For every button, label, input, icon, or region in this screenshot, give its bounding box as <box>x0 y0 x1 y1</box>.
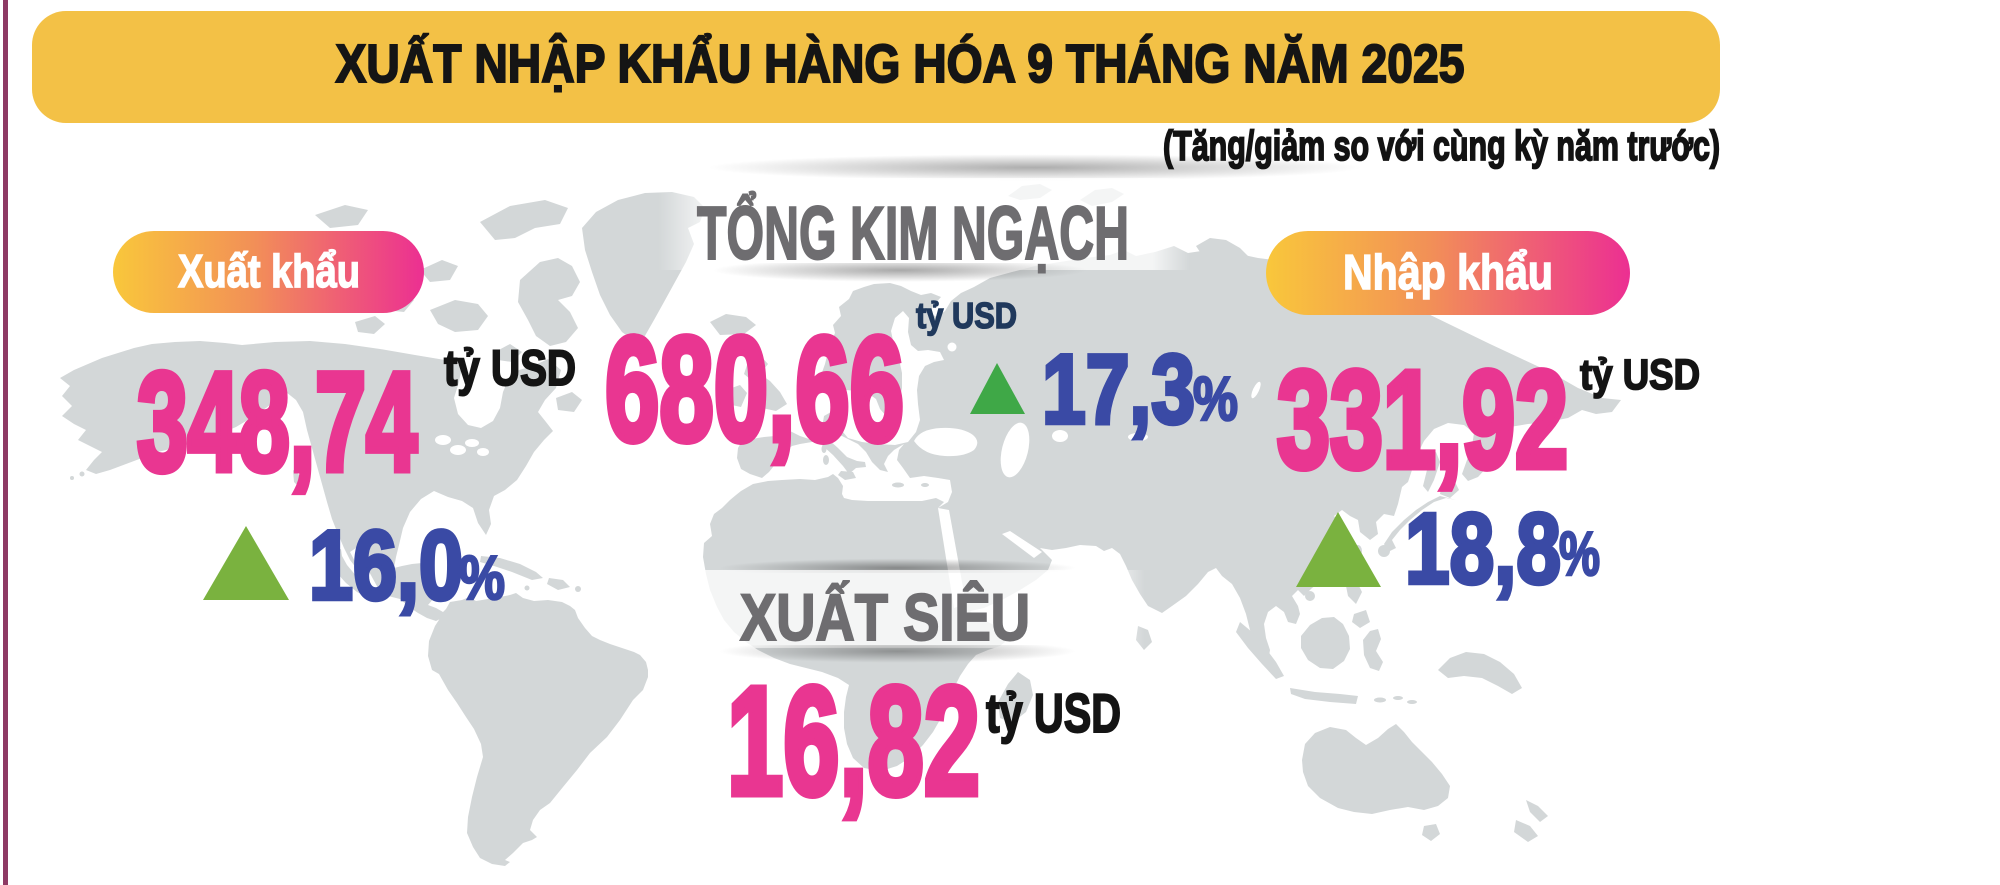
svg-text:331,92: 331,92 <box>1277 343 1568 497</box>
svg-text:tỷ USD: tỷ USD <box>916 295 1017 336</box>
svg-text:680,66: 680,66 <box>605 307 904 472</box>
svg-text:tỷ USD: tỷ USD <box>444 340 576 396</box>
svg-text:tỷ USD: tỷ USD <box>986 682 1121 744</box>
svg-text:16,0: 16,0 <box>309 510 463 620</box>
svg-text:Nhập khẩu: Nhập khẩu <box>1343 246 1553 300</box>
svg-text:%: % <box>1559 520 1600 589</box>
svg-text:16,82: 16,82 <box>727 655 980 827</box>
svg-text:348,74: 348,74 <box>137 343 417 500</box>
svg-text:%: % <box>459 544 505 613</box>
svg-text:TỔNG KIM NGẠCH: TỔNG KIM NGẠCH <box>697 191 1129 275</box>
svg-text:(Tăng/giảm so với cùng kỳ năm: (Tăng/giảm so với cùng kỳ năm trước) <box>1163 122 1720 169</box>
svg-text:%: % <box>1193 365 1238 434</box>
svg-text:tỷ USD: tỷ USD <box>1580 351 1700 399</box>
svg-text:XUẤT SIÊU: XUẤT SIÊU <box>740 580 1030 654</box>
svg-text:XUẤT NHẬP KHẨU HÀNG HÓA 9 THÁN: XUẤT NHẬP KHẨU HÀNG HÓA 9 THÁNG NĂM 2025 <box>336 33 1465 94</box>
svg-text:Xuất khẩu: Xuất khẩu <box>178 245 360 297</box>
svg-text:17,3: 17,3 <box>1042 334 1195 444</box>
svg-text:18,8: 18,8 <box>1405 493 1561 605</box>
